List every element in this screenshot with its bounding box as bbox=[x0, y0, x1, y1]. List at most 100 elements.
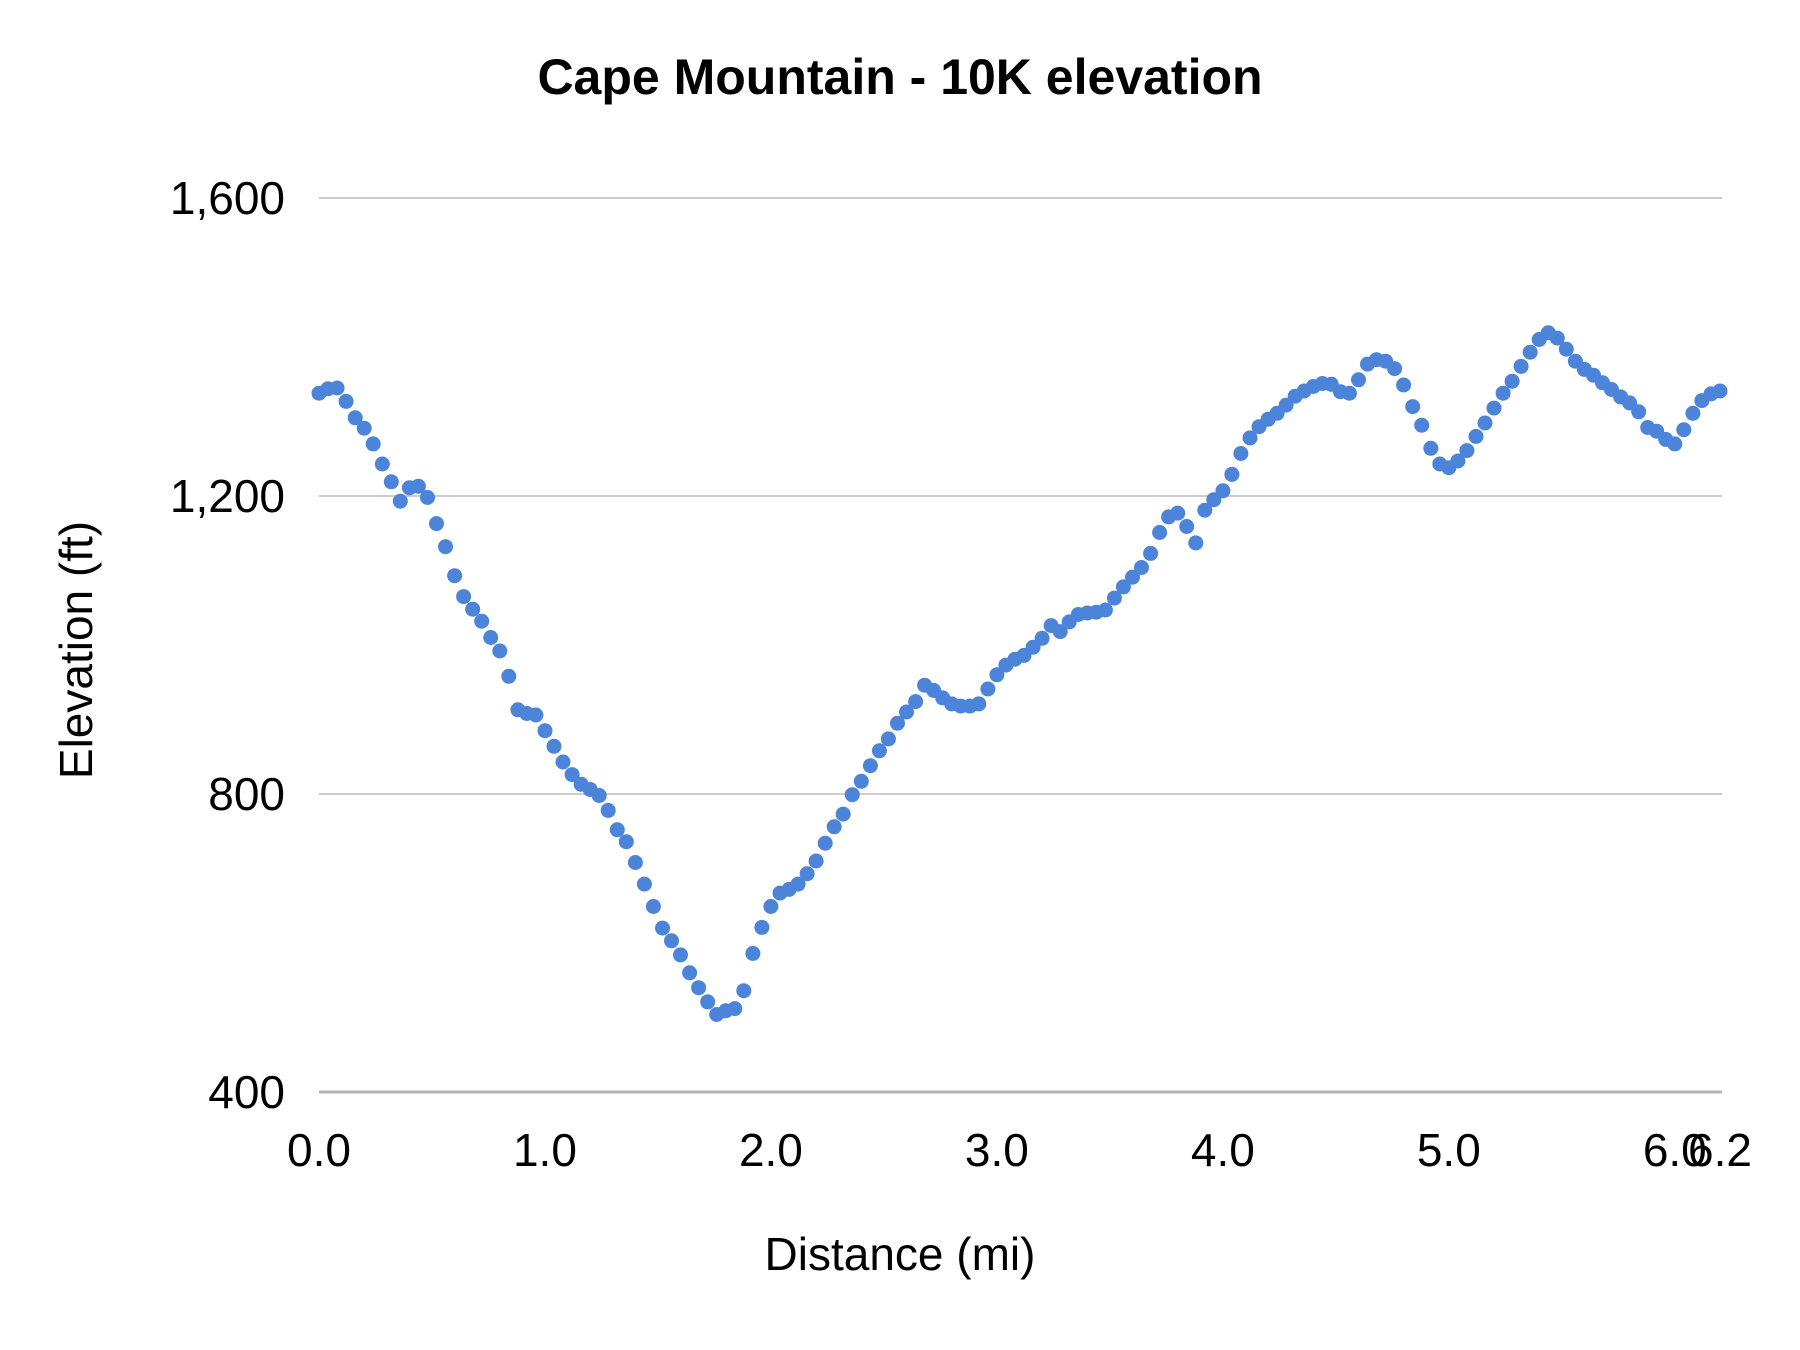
data-point[interactable] bbox=[338, 393, 354, 409]
data-point[interactable] bbox=[1125, 569, 1140, 585]
data-point[interactable] bbox=[1396, 377, 1412, 393]
data-point[interactable] bbox=[438, 539, 453, 555]
data-point[interactable] bbox=[636, 876, 652, 892]
data-point[interactable] bbox=[1242, 430, 1258, 446]
data-point[interactable] bbox=[1423, 440, 1439, 456]
data-point[interactable] bbox=[410, 478, 426, 494]
data-point[interactable] bbox=[447, 568, 463, 584]
data-point[interactable] bbox=[1631, 404, 1647, 420]
data-point[interactable] bbox=[1459, 443, 1475, 459]
data-point[interactable] bbox=[1450, 453, 1466, 469]
data-point[interactable] bbox=[347, 410, 363, 426]
data-point[interactable] bbox=[1685, 405, 1701, 421]
data-point[interactable] bbox=[627, 855, 643, 870]
data-point[interactable] bbox=[618, 834, 634, 850]
data-point[interactable] bbox=[1143, 545, 1159, 561]
data-point[interactable] bbox=[374, 456, 390, 472]
data-point[interactable] bbox=[492, 643, 508, 659]
data-point[interactable] bbox=[1134, 560, 1149, 575]
x-tick-label: 2.0 bbox=[738, 1124, 803, 1176]
data-point[interactable] bbox=[754, 919, 770, 935]
data-point[interactable] bbox=[1549, 330, 1565, 346]
data-point[interactable] bbox=[700, 994, 716, 1010]
data-point[interactable] bbox=[483, 630, 499, 645]
data-point[interactable] bbox=[429, 516, 444, 532]
data-point[interactable] bbox=[1351, 372, 1366, 388]
data-point[interactable] bbox=[1097, 602, 1113, 618]
data-point[interactable] bbox=[456, 589, 472, 605]
data-point[interactable] bbox=[1233, 446, 1249, 461]
data-point[interactable] bbox=[1558, 341, 1574, 357]
data-point[interactable] bbox=[474, 613, 490, 629]
data-point[interactable] bbox=[356, 420, 372, 436]
data-point[interactable] bbox=[329, 380, 345, 396]
data-point[interactable] bbox=[880, 731, 896, 747]
data-point[interactable] bbox=[980, 681, 996, 697]
data-point[interactable] bbox=[1477, 415, 1493, 431]
data-point[interactable] bbox=[501, 668, 517, 684]
data-point[interactable] bbox=[1712, 383, 1728, 399]
data-point[interactable] bbox=[1188, 535, 1204, 551]
data-point[interactable] bbox=[826, 819, 842, 835]
data-point[interactable] bbox=[528, 707, 544, 723]
data-point[interactable] bbox=[853, 773, 869, 789]
data-point[interactable] bbox=[392, 493, 408, 509]
data-point[interactable] bbox=[1676, 422, 1692, 438]
data-point[interactable] bbox=[546, 738, 562, 754]
data-point[interactable] bbox=[1341, 385, 1357, 401]
data-point[interactable] bbox=[745, 945, 761, 961]
data-point[interactable] bbox=[835, 806, 851, 822]
data-point[interactable] bbox=[673, 947, 688, 963]
data-point[interactable] bbox=[645, 899, 661, 914]
data-point[interactable] bbox=[1224, 466, 1240, 482]
data-point[interactable] bbox=[383, 474, 399, 490]
data-point[interactable] bbox=[1495, 385, 1511, 401]
data-point[interactable] bbox=[609, 822, 625, 838]
data-point[interactable] bbox=[808, 853, 824, 869]
data-point[interactable] bbox=[682, 965, 698, 981]
data-point[interactable] bbox=[1414, 417, 1430, 433]
data-point[interactable] bbox=[1667, 436, 1683, 452]
data-point[interactable] bbox=[564, 767, 580, 783]
data-point[interactable] bbox=[1197, 502, 1213, 518]
data-point[interactable] bbox=[1468, 428, 1484, 444]
data-point[interactable] bbox=[1522, 344, 1538, 360]
data-point[interactable] bbox=[871, 743, 887, 759]
data-point[interactable] bbox=[1504, 373, 1520, 389]
data-point[interactable] bbox=[691, 980, 707, 996]
data-point[interactable] bbox=[600, 802, 616, 818]
data-point[interactable] bbox=[727, 1001, 743, 1017]
data-point[interactable] bbox=[555, 754, 571, 770]
data-point[interactable] bbox=[908, 694, 924, 710]
data-point[interactable] bbox=[537, 723, 553, 739]
data-point[interactable] bbox=[1052, 624, 1068, 640]
data-point[interactable] bbox=[655, 920, 670, 936]
data-point[interactable] bbox=[1486, 400, 1502, 416]
data-point[interactable] bbox=[1513, 358, 1529, 374]
data-point[interactable] bbox=[1115, 579, 1131, 595]
data-point[interactable] bbox=[817, 835, 833, 851]
data-point[interactable] bbox=[899, 704, 914, 720]
data-point[interactable] bbox=[971, 696, 987, 712]
data-point[interactable] bbox=[736, 983, 752, 999]
data-point[interactable] bbox=[1106, 590, 1122, 606]
data-point[interactable] bbox=[1387, 361, 1403, 377]
data-point[interactable] bbox=[1152, 525, 1168, 540]
data-point[interactable] bbox=[664, 933, 679, 949]
data-point[interactable] bbox=[591, 788, 607, 803]
data-point[interactable] bbox=[1170, 505, 1186, 521]
data-point[interactable] bbox=[890, 715, 905, 731]
data-point[interactable] bbox=[763, 899, 779, 914]
data-point[interactable] bbox=[365, 436, 381, 452]
data-point[interactable] bbox=[862, 758, 878, 774]
data-point[interactable] bbox=[420, 490, 435, 505]
data-point[interactable] bbox=[799, 866, 815, 882]
data-point[interactable] bbox=[790, 876, 806, 892]
data-point[interactable] bbox=[1215, 483, 1231, 499]
data-point[interactable] bbox=[844, 787, 860, 803]
data-point[interactable] bbox=[1034, 630, 1050, 646]
data-point[interactable] bbox=[1179, 519, 1195, 534]
data-point[interactable] bbox=[1405, 399, 1421, 415]
data-point[interactable] bbox=[465, 601, 481, 617]
data-point[interactable] bbox=[989, 667, 1005, 683]
